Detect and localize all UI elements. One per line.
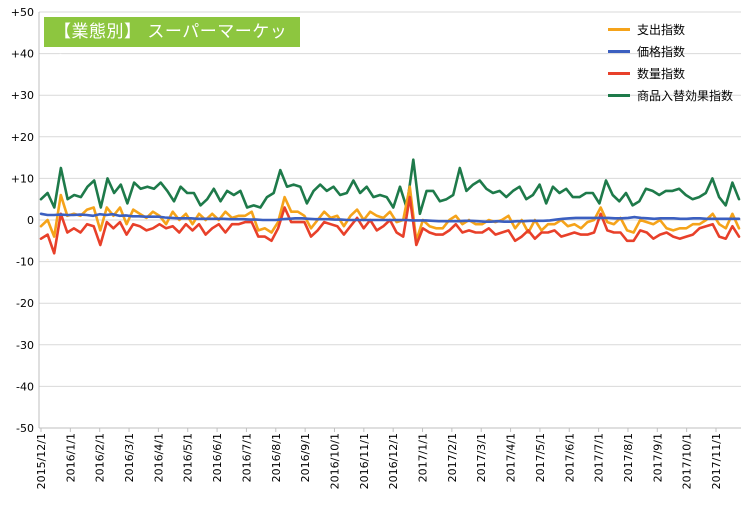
x-tick-label: 2017/10/1: [681, 433, 694, 489]
legend-swatch-quantity: [608, 71, 630, 75]
series-line-3: [39, 158, 741, 216]
legend-swatch-spending: [608, 27, 630, 31]
x-tick-label: 2017/6/1: [563, 433, 576, 482]
x-tick-label: 2017/5/1: [534, 433, 547, 482]
x-tick-label: 2016/1/1: [64, 433, 77, 482]
y-tick-label: +30: [11, 89, 34, 102]
x-tick-label: 2016/4/1: [152, 433, 165, 482]
x-tick-label: 2017/1/1: [417, 433, 430, 482]
legend-swatch-price: [608, 49, 630, 53]
y-tick-label: -20: [16, 297, 34, 310]
legend-swatch-product-replacement: [608, 93, 630, 97]
y-tick-label: +10: [11, 172, 34, 185]
legend-label-quantity: 数量指数: [637, 66, 686, 81]
legend: 支出指数 価格指数 数量指数 商品入替効果指数: [608, 18, 733, 106]
x-tick-label: 2016/6/1: [211, 433, 224, 482]
y-tick-label: 0: [27, 214, 34, 227]
x-tick-label: 2015/12/1: [35, 433, 48, 489]
y-tick-label: -30: [16, 339, 34, 352]
series-lines: [39, 158, 741, 255]
x-tick-label: 2016/2/1: [94, 433, 107, 482]
legend-item-quantity: 数量指数: [608, 62, 733, 84]
axes: [38, 12, 741, 432]
x-tick-label: 2017/8/1: [622, 433, 635, 482]
x-tick-label: 2016/10/1: [328, 433, 341, 489]
x-tick-label: 2016/9/1: [299, 433, 312, 482]
y-tick-label: -50: [16, 422, 34, 435]
legend-item-product-replacement: 商品入替効果指数: [608, 84, 733, 106]
x-tick-label: 2017/2/1: [446, 433, 459, 482]
chart-title-badge: 【業態別】 スーパーマーケット: [44, 17, 300, 72]
x-tick-label: 2017/9/1: [651, 433, 664, 482]
x-tick-labels: 2015/12/1 2016/1/1 2016/2/1 2016/3/1 2016/4/…: [35, 433, 723, 489]
series-line-1: [39, 212, 741, 223]
legend-label-price: 価格指数: [637, 44, 686, 59]
y-tick-label: -10: [16, 256, 34, 269]
x-tick-label: 2017/3/1: [475, 433, 488, 482]
y-tick-label: +20: [11, 131, 34, 144]
legend-item-price: 価格指数: [608, 40, 733, 62]
y-tick-label: +40: [11, 48, 34, 61]
x-tick-label: 2017/11/1: [710, 433, 723, 489]
x-tick-label: 2016/7/1: [240, 433, 253, 482]
x-tick-label: 2016/11/1: [358, 433, 371, 489]
x-tick-label: 2016/8/1: [270, 433, 283, 482]
legend-label-spending: 支出指数: [637, 22, 686, 37]
legend-label-product-replacement: 商品入替効果指数: [637, 88, 734, 103]
y-tick-label: -40: [16, 380, 34, 393]
x-tick-label: 2016/12/1: [387, 433, 400, 489]
legend-item-spending: 支出指数: [608, 18, 733, 40]
y-tick-label: +50: [11, 6, 34, 19]
y-tick-labels: +50 +40 +30 +20 +10 0 -10 -20 -30 -40 -50: [11, 6, 34, 435]
x-tick-label: 2017/7/1: [593, 433, 606, 482]
x-tick-label: 2016/3/1: [123, 433, 136, 482]
series-line-0: [39, 185, 741, 243]
x-tick-label: 2016/5/1: [182, 433, 195, 482]
x-tick-label: 2017/4/1: [505, 433, 518, 482]
